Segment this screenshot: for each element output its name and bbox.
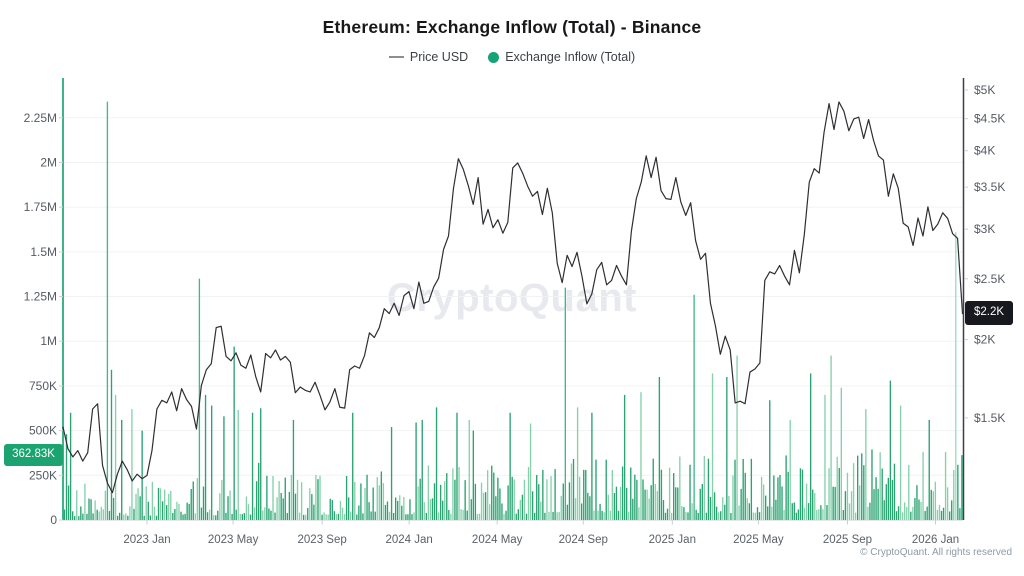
svg-text:750K: 750K bbox=[29, 379, 57, 393]
legend-label-inflow: Exchange Inflow (Total) bbox=[505, 50, 636, 64]
latest-inflow-badge: 362.83K bbox=[4, 444, 63, 467]
svg-text:$2.5K: $2.5K bbox=[974, 272, 1005, 286]
svg-text:250K: 250K bbox=[29, 468, 57, 482]
legend-item-inflow[interactable]: Exchange Inflow (Total) bbox=[488, 50, 635, 64]
svg-text:2025 Sep: 2025 Sep bbox=[823, 534, 872, 546]
svg-text:2023 May: 2023 May bbox=[208, 534, 259, 546]
svg-text:$2K: $2K bbox=[974, 333, 995, 347]
svg-text:$4K: $4K bbox=[974, 144, 995, 158]
chart-title: Ethereum: Exchange Inflow (Total) - Bina… bbox=[322, 17, 702, 37]
svg-text:0: 0 bbox=[50, 513, 57, 527]
price-line-series bbox=[62, 101, 964, 494]
svg-text:$3K: $3K bbox=[974, 222, 995, 236]
dot-marker-icon bbox=[488, 51, 500, 63]
svg-text:1.25M: 1.25M bbox=[24, 290, 57, 304]
svg-text:2023 Jan: 2023 Jan bbox=[123, 534, 170, 546]
line-marker-icon bbox=[388, 56, 404, 58]
latest-price-badge: $2.2K bbox=[965, 300, 1013, 325]
svg-text:$5K: $5K bbox=[974, 83, 995, 97]
svg-text:2025 Jan: 2025 Jan bbox=[649, 534, 696, 546]
svg-text:$1.5K: $1.5K bbox=[974, 411, 1005, 425]
svg-text:2.25M: 2.25M bbox=[24, 111, 57, 125]
svg-text:2024 Sep: 2024 Sep bbox=[559, 534, 608, 546]
svg-text:500K: 500K bbox=[29, 424, 57, 438]
svg-text:1.75M: 1.75M bbox=[24, 200, 57, 214]
svg-text:2M: 2M bbox=[40, 155, 57, 169]
svg-text:$3.5K: $3.5K bbox=[974, 180, 1005, 194]
svg-text:$4.5K: $4.5K bbox=[974, 112, 1005, 126]
svg-text:2024 Jan: 2024 Jan bbox=[385, 534, 432, 546]
svg-text:1.5M: 1.5M bbox=[30, 245, 57, 259]
inflow-bars-series bbox=[63, 101, 963, 520]
svg-text:2025 May: 2025 May bbox=[733, 534, 784, 546]
svg-text:2024 May: 2024 May bbox=[472, 534, 523, 546]
legend-label-price: Price USD bbox=[409, 50, 469, 64]
svg-text:2026 Jan: 2026 Jan bbox=[912, 534, 959, 546]
svg-text:2023 Sep: 2023 Sep bbox=[298, 534, 347, 546]
svg-text:1M: 1M bbox=[40, 334, 57, 348]
copyright-notice: © CryptoQuant. All rights reserved bbox=[860, 547, 1012, 558]
chart-legend: Price USD Exchange Inflow (Total) bbox=[0, 50, 1024, 64]
legend-item-price[interactable]: Price USD bbox=[388, 50, 469, 64]
